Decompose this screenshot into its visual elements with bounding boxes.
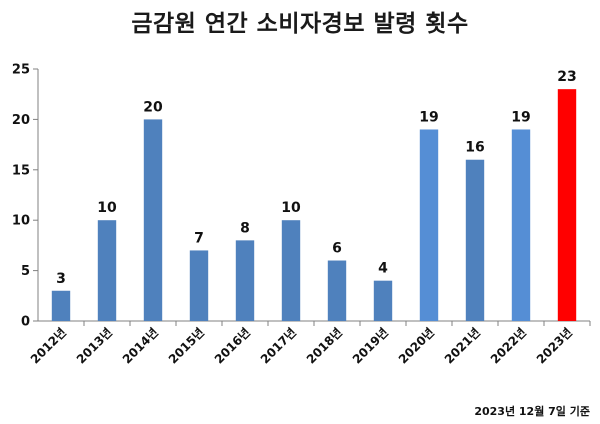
data-label: 4 [378, 261, 388, 277]
bar [465, 159, 485, 321]
bar [511, 129, 531, 321]
data-label: 8 [240, 220, 250, 236]
bar [373, 280, 393, 321]
bar [51, 290, 71, 321]
x-tick-label: 2023년 [534, 325, 575, 366]
bar [189, 250, 209, 321]
x-tick-label: 2022년 [488, 325, 529, 366]
y-tick-label: 10 [12, 214, 30, 229]
data-label: 20 [143, 99, 163, 115]
data-label: 10 [281, 200, 301, 216]
x-tick-label: 2021년 [442, 325, 483, 366]
data-label: 19 [419, 109, 438, 125]
x-tick-label: 2015년 [166, 325, 207, 366]
y-tick-label: 15 [12, 163, 30, 178]
x-tick-label: 2019년 [350, 325, 391, 366]
chart-y-tick-labels: 0 5 10 15 20 25 [12, 63, 30, 330]
x-tick-label: 2017년 [258, 325, 299, 366]
data-label: 7 [194, 230, 204, 246]
chart-bars [51, 89, 577, 322]
data-label: 6 [332, 241, 342, 257]
y-tick-label: 5 [21, 264, 30, 279]
data-label: 23 [557, 69, 576, 85]
data-label: 3 [56, 271, 66, 287]
x-tick-label: 2020년 [396, 325, 437, 366]
bar [281, 220, 301, 321]
bar [143, 119, 163, 322]
chart-data-labels: 3 10 20 7 8 10 6 4 19 16 19 23 [56, 69, 577, 287]
chart-x-tick-labels: 2012년 2013년 2014년 2015년 2016년 2017년 2018년 2019년… [28, 325, 575, 366]
bar [97, 220, 117, 321]
x-tick-label: 2014년 [120, 325, 161, 366]
x-tick-label: 2012년 [28, 325, 69, 366]
data-label: 10 [97, 200, 117, 216]
x-tick-label: 2013년 [74, 325, 115, 366]
y-tick-label: 20 [12, 113, 30, 128]
bar [557, 89, 577, 321]
data-label: 19 [511, 109, 530, 125]
y-tick-label: 25 [12, 63, 30, 78]
data-label: 16 [465, 140, 484, 156]
chart-title: 금감원 연간 소비자경보 발령 횟수 [131, 11, 469, 37]
x-tick-label: 2016년 [212, 325, 253, 366]
y-tick-label: 0 [21, 315, 30, 330]
chart-axes [33, 68, 591, 326]
bar [235, 240, 255, 321]
x-tick-label: 2018년 [304, 325, 345, 366]
bar [327, 260, 347, 321]
bar [419, 129, 439, 321]
footnote: 2023년 12월 7일 기준 [474, 405, 590, 418]
